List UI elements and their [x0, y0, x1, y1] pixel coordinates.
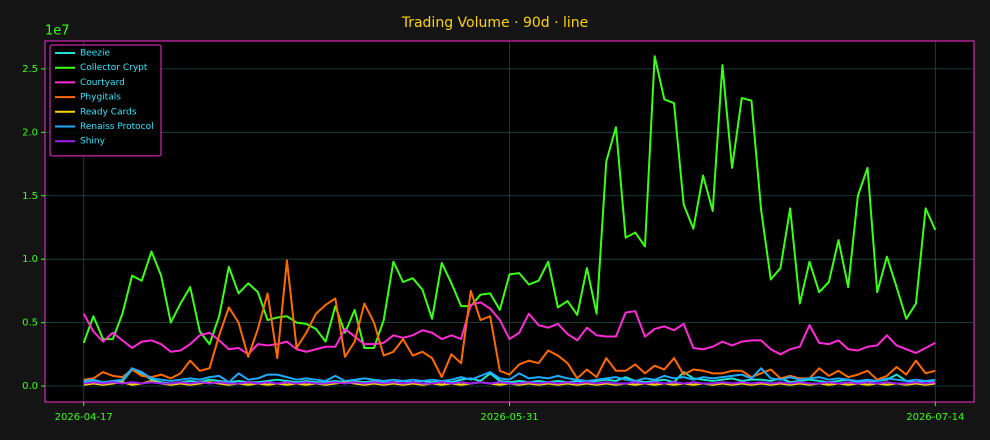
- legend-label: Ready Cards: [80, 107, 137, 117]
- legend-label: Courtyard: [80, 78, 125, 88]
- x-tick-label: 2026-07-14: [906, 412, 964, 423]
- legend: Beezie Collector Crypt Courtyard Phygitals R…: [49, 44, 162, 157]
- y-tick-label: 0.5: [22, 318, 38, 329]
- y-tick-label: 1.5: [22, 191, 38, 202]
- series-line: [82, 301, 936, 356]
- x-tick-label: 2026-04-17: [55, 412, 113, 423]
- series-line: [83, 381, 936, 385]
- legend-label: Phygitals: [80, 93, 121, 103]
- legend-label: Renaiss Protocol: [80, 122, 154, 132]
- series-line: [83, 368, 936, 385]
- series-line: [83, 259, 936, 381]
- legend-label: Shiny: [80, 137, 106, 147]
- legend-label: Collector Crypt: [80, 63, 148, 73]
- y-tick-label: 2.5: [22, 64, 38, 75]
- series-line: [82, 55, 937, 349]
- x-tick-label: 2026-05-31: [480, 412, 538, 423]
- y-tick-label: 0.0: [22, 381, 38, 392]
- series-line: [83, 367, 936, 384]
- y-offset-label: 1e7: [45, 24, 70, 39]
- legend-label: Beezie: [80, 49, 110, 59]
- chart-title: Trading Volume · 90d · line: [401, 15, 589, 31]
- legend-box: [49, 44, 162, 157]
- y-tick-label: 1.0: [22, 254, 38, 265]
- y-tick-label: 2.0: [22, 127, 38, 138]
- lines: [82, 55, 937, 386]
- axes: 0.0 0.5 1.0 1.5 2.0 2.5 2026-04-17 2026-05-31 20…: [22, 64, 964, 423]
